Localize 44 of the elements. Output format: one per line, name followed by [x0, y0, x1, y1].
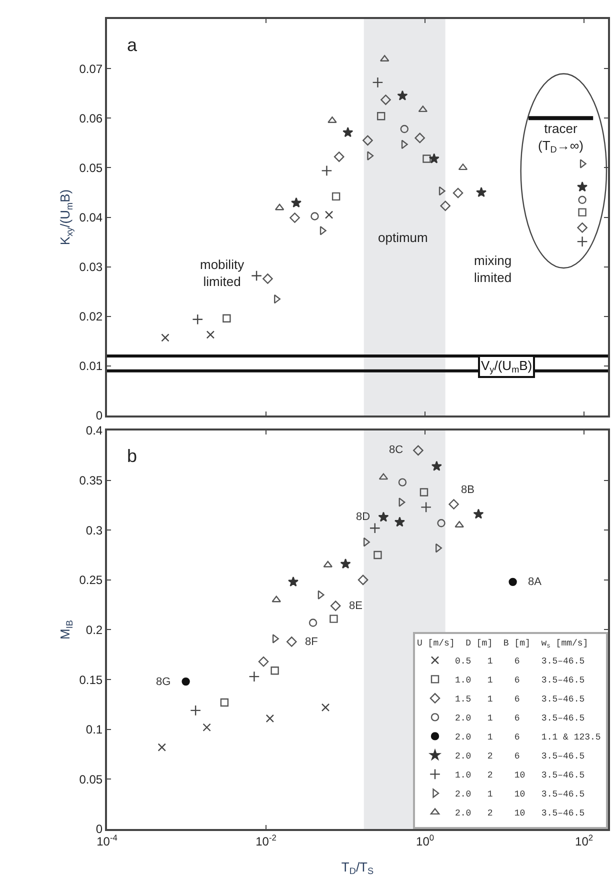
x-tick-label: 10$^{-2}$ — [256, 832, 277, 848]
legend-label: 2.0 1 10 3.5–46.5 — [455, 790, 585, 800]
x-axis-title: T$_{D}$/T$_{S}$ — [341, 860, 374, 876]
annotation: 8G — [156, 676, 171, 688]
legend-label: 1.5 1 6 3.5–46.5 — [455, 694, 585, 705]
annotation: 8D — [356, 511, 370, 523]
y-tick-label: 0.04 — [79, 210, 103, 224]
y-tick-label: 0.1 — [86, 722, 103, 737]
y-tick-label: 0.25 — [79, 573, 103, 588]
annotation: 8B — [461, 484, 474, 496]
annotation: mobility limited — [200, 257, 245, 289]
legend-label: 2.0 2 6 3.5–46.5 — [455, 752, 585, 762]
legend-title: U [m/s] D [m] B [m] w$_{s}$ [mm/s] — [417, 638, 588, 650]
annotation: 8C — [389, 444, 404, 456]
y-tick-label: 0.02 — [79, 310, 103, 324]
y-tick-label: 0.01 — [79, 359, 103, 374]
legend-label: 2.0 1 6 1.1 & 123.5 — [455, 732, 601, 743]
y-tick-label: 0.07 — [79, 62, 103, 76]
annotation: 8F — [305, 636, 318, 648]
annotation: b — [127, 446, 138, 466]
y-tick-label: 0.05 — [79, 772, 103, 786]
annotation: mixing limited — [474, 253, 512, 285]
legend-label: 2.0 2 10 3.5–46.5 — [455, 808, 585, 819]
y-tick-label: 0.2 — [86, 622, 103, 637]
legend-label: 1.0 1 6 3.5–46.5 — [455, 676, 585, 686]
annotation: 8A — [528, 576, 542, 588]
annotation: optimum — [378, 230, 428, 245]
annotation: 8E — [349, 600, 362, 612]
ref-line-label: V$_{y}$/(U$_{m}$B) — [481, 358, 532, 375]
y-tick-label: 0.05 — [79, 160, 103, 175]
annotation: a — [127, 35, 138, 55]
y-tick-label: 0 — [96, 408, 103, 423]
y-tick-label: 0.3 — [86, 523, 103, 538]
y-tick-label: 0.06 — [79, 111, 103, 126]
annotation: tracer (T$_{D}$→∞) — [538, 121, 584, 155]
y-tick-label: 0.35 — [79, 474, 103, 488]
y-tick-label: 0.4 — [86, 424, 103, 438]
legend-label: 0.5 1 6 3.5–46.5 — [455, 656, 585, 667]
legend-label: 2.0 1 6 3.5–46.5 — [455, 714, 585, 724]
y-tick-label: 0.15 — [79, 672, 103, 687]
x-tick-label: 10$^{0}$ — [416, 832, 434, 848]
x-tick-label: 10$^{2}$ — [575, 832, 594, 848]
y-tick-label: 0.03 — [79, 260, 103, 274]
legend-label: 1.0 2 10 3.5–46.5 — [455, 770, 585, 781]
